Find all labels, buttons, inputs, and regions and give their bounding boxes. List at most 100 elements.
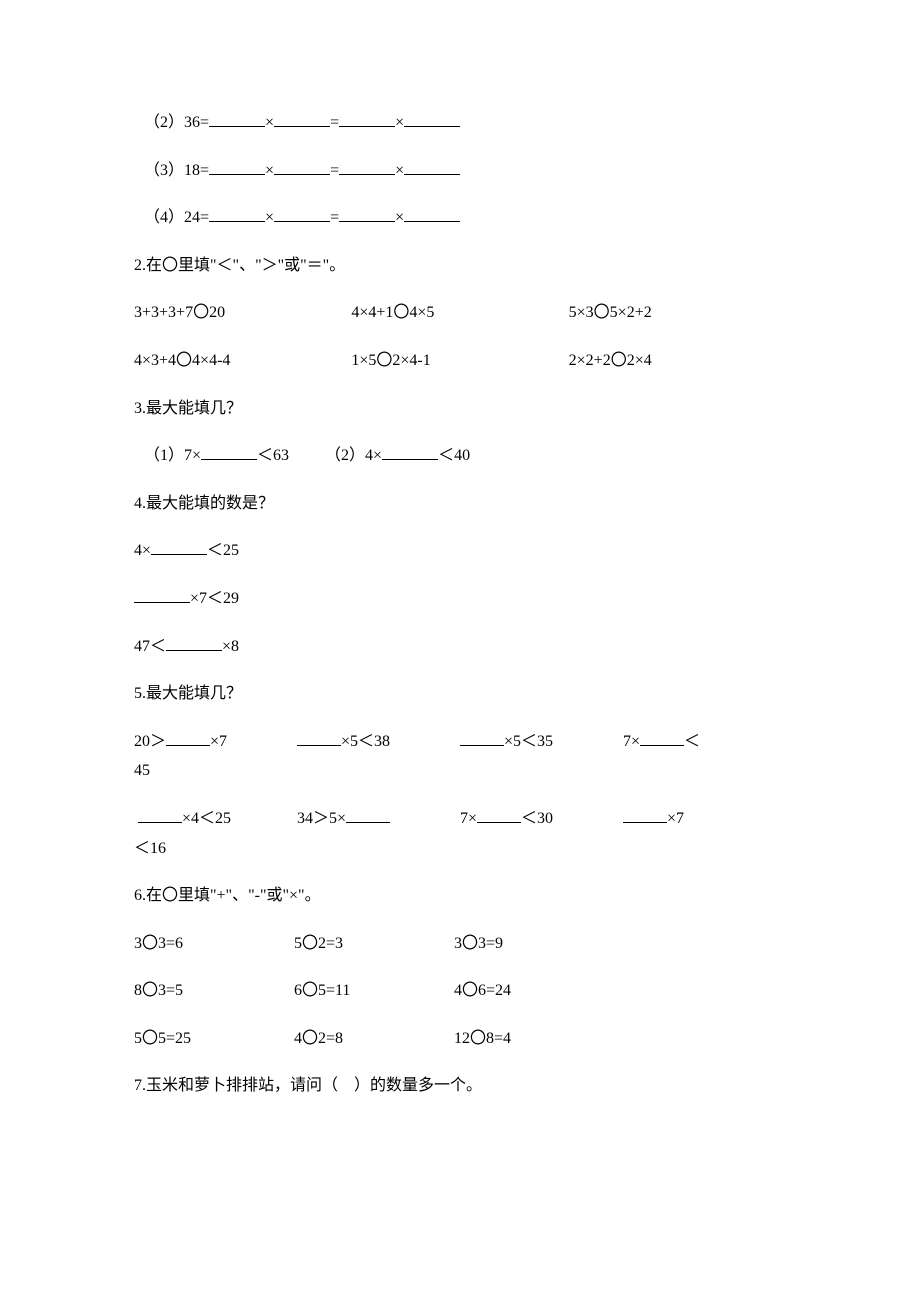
q6-title: 6.在〇里填"+"、"-"或"×"。 bbox=[134, 883, 786, 909]
page-content: （2）36=×=× （3）18=×=× （4）24=×=× 2.在〇里填"＜"、… bbox=[0, 0, 920, 1201]
txt: ×5＜38 bbox=[341, 733, 390, 750]
q1-line3: （3）18= × = × bbox=[144, 158, 786, 184]
blank bbox=[297, 729, 341, 746]
q5-r2c3: 7× ＜30 bbox=[460, 806, 623, 832]
blank bbox=[209, 205, 265, 222]
blank bbox=[623, 806, 667, 823]
q1-l4-prefix: （4）24= bbox=[144, 209, 209, 226]
q2-r2c1: 4×3+4〇4×4-4 bbox=[134, 348, 351, 374]
q5-r2c2: 34＞5× bbox=[297, 806, 460, 832]
q3-body: （1）7× ＜63 （2）4× ＜40 bbox=[144, 443, 786, 469]
q6-r2c2: 6〇5=11 bbox=[294, 978, 454, 1004]
blank bbox=[346, 806, 390, 823]
blank bbox=[404, 205, 460, 222]
times: × bbox=[265, 162, 274, 179]
blank bbox=[209, 110, 265, 127]
q3-title: 3.最大能填几？ bbox=[134, 396, 786, 422]
q7-a: 7.玉米和萝卜排排站，请问（ bbox=[134, 1077, 338, 1094]
blank bbox=[404, 110, 460, 127]
txt: 7× bbox=[623, 733, 640, 750]
q5-row2: ×4＜25 34＞5× 7× ＜30 ×7 bbox=[134, 806, 786, 832]
txt: ×7 bbox=[667, 810, 684, 827]
times: × bbox=[265, 209, 274, 226]
q6-r1c1: 3〇3=6 bbox=[134, 931, 294, 957]
blank bbox=[339, 158, 395, 175]
q4-l3a: 47＜ bbox=[134, 638, 166, 655]
q5-r1c3: ×5＜35 bbox=[460, 729, 623, 755]
blank bbox=[209, 158, 265, 175]
q6-r3c2: 4〇2=8 bbox=[294, 1026, 454, 1052]
q6-r1c2: 5〇2=3 bbox=[294, 931, 454, 957]
q5-r1c2: ×5＜38 bbox=[297, 729, 460, 755]
q4-l3: 47＜ ×8 bbox=[134, 634, 786, 660]
eq: = bbox=[330, 114, 339, 131]
txt: ×4＜25 bbox=[182, 810, 231, 827]
blank bbox=[166, 729, 210, 746]
blank bbox=[138, 806, 182, 823]
q6-row3: 5〇5=25 4〇2=8 12〇8=4 bbox=[134, 1026, 614, 1052]
txt: 7× bbox=[460, 810, 477, 827]
q6-r3c1: 5〇5=25 bbox=[134, 1026, 294, 1052]
q5-r2c4: ×7 bbox=[623, 806, 786, 832]
q6-r3c3: 12〇8=4 bbox=[454, 1026, 614, 1052]
blank bbox=[166, 634, 222, 651]
blank bbox=[274, 205, 330, 222]
txt: ×7 bbox=[210, 733, 227, 750]
q3-p1b: ＜63 bbox=[257, 447, 289, 464]
q2-title: 2.在〇里填"＜"、"＞"或"＝"。 bbox=[134, 253, 786, 279]
q4-title: 4.最大能填的数是？ bbox=[134, 491, 786, 517]
q4-l2: ×7＜29 bbox=[134, 586, 786, 612]
blank bbox=[477, 806, 521, 823]
blank bbox=[339, 110, 395, 127]
txt: ＜30 bbox=[521, 810, 553, 827]
q5-r1-wrap: 45 bbox=[134, 758, 786, 784]
blank bbox=[274, 110, 330, 127]
blank bbox=[339, 205, 395, 222]
q2-row2: 4×3+4〇4×4-4 1×5〇2×4-1 2×2+2〇2×4 bbox=[134, 348, 786, 374]
q7-b: ）的数量多一个。 bbox=[354, 1077, 482, 1094]
times: × bbox=[265, 114, 274, 131]
times: × bbox=[395, 209, 404, 226]
q2-r1c1: 3+3+3+7〇20 bbox=[134, 300, 351, 326]
q6-row2: 8〇3=5 6〇5=11 4〇6=24 bbox=[134, 978, 614, 1004]
blank bbox=[274, 158, 330, 175]
q5-title: 5.最大能填几？ bbox=[134, 681, 786, 707]
blank bbox=[201, 443, 257, 460]
q3-p2a: （2）4× bbox=[325, 447, 382, 464]
q1-l3-prefix: （3）18= bbox=[144, 162, 209, 179]
txt: 34＞5× bbox=[297, 810, 346, 827]
q2-r2c2: 1×5〇2×4-1 bbox=[351, 348, 568, 374]
blank bbox=[404, 158, 460, 175]
txt: ×5＜35 bbox=[504, 733, 553, 750]
eq: = bbox=[330, 209, 339, 226]
q7-title: 7.玉米和萝卜排排站，请问（ ）的数量多一个。 bbox=[134, 1073, 786, 1099]
q2-row1: 3+3+3+7〇20 4×4+1〇4×5 5×3〇5×2+2 bbox=[134, 300, 786, 326]
q1-line4: （4）24= × = × bbox=[144, 205, 786, 231]
txt: 20＞ bbox=[134, 733, 166, 750]
q4-l1: 4× ＜25 bbox=[134, 538, 786, 564]
q2-r2c3: 2×2+2〇2×4 bbox=[569, 348, 786, 374]
q3-p1a: （1）7× bbox=[144, 447, 201, 464]
q4-l1a: 4× bbox=[134, 542, 151, 559]
q6-row1: 3〇3=6 5〇2=3 3〇3=9 bbox=[134, 931, 614, 957]
txt: ＜ bbox=[684, 733, 700, 750]
times: × bbox=[395, 114, 404, 131]
q4-l2a: ×7＜29 bbox=[190, 590, 239, 607]
q4-l1b: ＜25 bbox=[207, 542, 239, 559]
q1-line2: （2）36=×=× bbox=[144, 110, 786, 136]
q2-r1c2: 4×4+1〇4×5 bbox=[351, 300, 568, 326]
times: × bbox=[395, 162, 404, 179]
q2-r1c3: 5×3〇5×2+2 bbox=[569, 300, 786, 326]
blank bbox=[460, 729, 504, 746]
blank bbox=[382, 443, 438, 460]
q5-r2-wrap: ＜16 bbox=[134, 836, 786, 862]
eq: = bbox=[330, 162, 339, 179]
q6-r2c1: 8〇3=5 bbox=[134, 978, 294, 1004]
q5-r1c4: 7× ＜ bbox=[623, 729, 786, 755]
blank bbox=[151, 538, 207, 555]
q6-r2c3: 4〇6=24 bbox=[454, 978, 614, 1004]
q3-p2b: ＜40 bbox=[438, 447, 470, 464]
q5-r2c1: ×4＜25 bbox=[134, 806, 297, 832]
q6-r1c3: 3〇3=9 bbox=[454, 931, 614, 957]
q4-l3b: ×8 bbox=[222, 638, 239, 655]
